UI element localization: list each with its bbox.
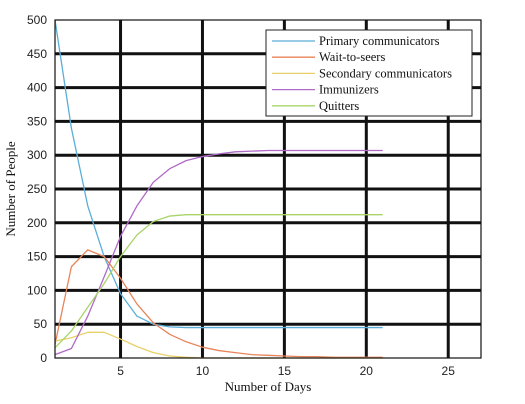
y-tick-label: 150 (27, 250, 47, 264)
plot-frame (54, 19, 482, 359)
x-tick-label: 10 (196, 364, 210, 378)
series-line-2 (54, 249, 383, 358)
y-tick-label: 0 (40, 351, 47, 365)
x-tick-label: 25 (442, 364, 456, 378)
x-tick-label: 20 (360, 364, 374, 378)
legend-label: Wait-to-seers (319, 50, 385, 64)
y-tick-label: 200 (27, 216, 47, 230)
series-line-5 (54, 214, 383, 349)
x-tick-label: 15 (278, 364, 292, 378)
legend: Primary communicators Wait-to-seers Second… (265, 29, 473, 117)
series-line-4 (54, 149, 383, 356)
legend-label: Immunizers (319, 83, 379, 97)
y-tick-label: 400 (27, 81, 47, 95)
y-tick-label: 250 (27, 182, 47, 196)
legend-label: Primary communicators (319, 34, 440, 48)
x-tick-label: 5 (117, 364, 124, 378)
series-line-3 (54, 331, 383, 359)
y-tick-label: 300 (27, 148, 47, 162)
legend-label: Secondary communicators (319, 66, 452, 80)
y-tick-label: 500 (27, 13, 47, 27)
x-axis-label: Number of Days (225, 379, 312, 394)
y-tick-label: 50 (34, 317, 48, 331)
series-line-1 (54, 19, 383, 329)
y-tick-label: 100 (27, 283, 47, 297)
y-tick-label: 450 (27, 47, 47, 61)
legend-label: Quitters (319, 99, 359, 113)
y-axis-label: Number of People (3, 141, 18, 237)
y-tick-label: 350 (27, 114, 47, 128)
